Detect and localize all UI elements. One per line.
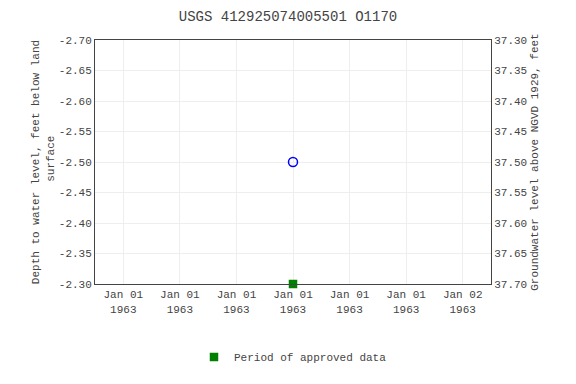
svg-text:-2.45: -2.45 <box>59 187 92 199</box>
svg-text:Period of approved data: Period of approved data <box>234 352 386 364</box>
svg-text:USGS 412925074005501 O1170: USGS 412925074005501 O1170 <box>179 9 397 25</box>
svg-text:Jan 011963: Jan 011963 <box>217 289 257 315</box>
svg-text:-2.65: -2.65 <box>59 65 92 77</box>
svg-text:Jan 021963: Jan 021963 <box>443 289 483 315</box>
svg-text:Jan 011963: Jan 011963 <box>103 289 143 315</box>
svg-text:Groundwater level above NGVD 1: Groundwater level above NGVD 1929, feet <box>529 33 541 290</box>
svg-text:-2.50: -2.50 <box>59 157 92 169</box>
svg-text:37.60: 37.60 <box>494 218 527 230</box>
svg-text:Jan 011963: Jan 011963 <box>386 289 426 315</box>
svg-text:-2.60: -2.60 <box>59 96 92 108</box>
svg-text:-2.55: -2.55 <box>59 126 92 138</box>
svg-text:37.55: 37.55 <box>494 187 527 199</box>
svg-text:37.65: 37.65 <box>494 248 527 260</box>
svg-text:37.35: 37.35 <box>494 65 527 77</box>
svg-text:Jan 011963: Jan 011963 <box>330 289 370 315</box>
svg-text:Jan 011963: Jan 011963 <box>273 289 313 315</box>
svg-text:37.40: 37.40 <box>494 96 527 108</box>
svg-text:37.70: 37.70 <box>494 279 527 291</box>
svg-text:-2.35: -2.35 <box>59 248 92 260</box>
svg-text:-2.70: -2.70 <box>59 35 92 47</box>
svg-text:-2.40: -2.40 <box>59 218 92 230</box>
svg-text:37.30: 37.30 <box>494 35 527 47</box>
svg-text:37.45: 37.45 <box>494 126 527 138</box>
svg-text:Depth to water level, feet bel: Depth to water level, feet below land su… <box>30 40 56 284</box>
svg-text:37.50: 37.50 <box>494 157 527 169</box>
svg-text:-2.30: -2.30 <box>59 279 92 291</box>
svg-text:Jan 011963: Jan 011963 <box>160 289 200 315</box>
